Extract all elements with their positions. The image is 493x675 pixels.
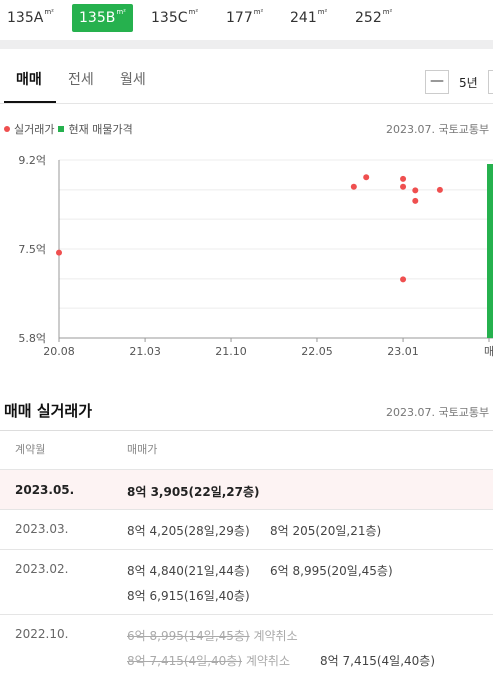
period-label: 5년 — [459, 76, 478, 90]
cancelled-price: 6억 8,995(14일,45층) — [127, 629, 250, 643]
table-row: 2023.03. 8억 4,205(28일,29층) 8억 205(20일,21… — [0, 509, 493, 549]
zoom-in-button[interactable] — [488, 70, 493, 94]
trade-point — [400, 276, 407, 283]
legend-listing-label: 현재 매물가격 — [68, 123, 133, 136]
list-divider — [0, 430, 493, 431]
row-date: 2023.03. — [15, 522, 69, 536]
y-tick-label: 9.2억 — [18, 154, 46, 167]
cancel-label: 계약취소 — [253, 629, 298, 643]
row-date: 2023.02. — [15, 562, 69, 576]
legend-actual-label: 실거래가 — [14, 123, 55, 136]
row-price: 8억 6,915(16일,40층) — [127, 589, 250, 603]
area-type-tabs: 135Am² 135Bm² 135Cm² 177m² 241m² 252m² — [0, 0, 493, 40]
trade-point — [400, 175, 407, 182]
row-price: 6억 8,995(20일,45층) — [270, 564, 393, 578]
section-divider — [0, 40, 493, 49]
cancel-label: 계약취소 — [245, 654, 291, 668]
area-tab-252[interactable]: 252m² — [355, 8, 393, 26]
header-contract-month: 계약월 — [15, 443, 46, 456]
cancelled-trade: 8억 7,415(4일,40층) 계약취소 — [127, 652, 290, 669]
y-tick-label: 7.5억 — [18, 243, 46, 256]
cancelled-trade: 6억 8,995(14일,45층) 계약취소 — [127, 627, 298, 644]
x-tick-label: 매 — [484, 345, 493, 358]
legend-listing-square — [58, 126, 65, 132]
area-tab-135a[interactable]: 135Am² — [7, 8, 54, 26]
area-tab-135c[interactable]: 135Cm² — [151, 8, 199, 26]
trade-point — [56, 249, 62, 256]
legend-actual-dot — [4, 126, 10, 132]
row-price: 8억 205(20일,21층) — [270, 524, 382, 538]
table-row: 2023.02. 8억 4,840(21일,44층) 6억 8,995(20일,… — [0, 549, 493, 614]
trade-point — [400, 183, 407, 190]
row-date: 2022.10. — [15, 627, 69, 641]
tab-jeonse[interactable]: 전세 — [68, 72, 94, 88]
x-tick-label: 23.01 — [387, 345, 419, 358]
row-price: 8억 7,415(4일,40층) — [320, 654, 436, 668]
row-price: 8억 3,905(22일,27층) — [127, 485, 260, 499]
cancelled-price: 8억 7,415(4일,40층) — [127, 654, 243, 668]
area-tab-241[interactable]: 241m² — [290, 8, 328, 26]
chart-legend: 실거래가 현재 매물가격 — [4, 121, 133, 137]
zoom-out-button[interactable]: — — [425, 70, 449, 94]
x-tick-label: 21.03 — [129, 345, 161, 358]
tab-monthly-rent[interactable]: 월세 — [120, 72, 146, 88]
y-tick-label: 5.8억 — [18, 332, 46, 345]
trade-type-tabs: 매매 전세 월세 — 5년 — [0, 49, 493, 104]
x-tick-label: 21.10 — [215, 345, 247, 358]
trade-point — [363, 174, 370, 181]
x-tick-label: 22.05 — [301, 345, 333, 358]
chart-source-note: 2023.07. 국토교통부 기준 — [386, 123, 493, 136]
header-price: 매매가 — [127, 443, 158, 456]
row-price: 8억 4,840(21일,44층) — [127, 564, 250, 578]
trade-point — [412, 187, 419, 194]
tab-sale[interactable]: 매매 — [16, 72, 42, 88]
row-date: 2023.05. — [15, 483, 75, 497]
area-tab-135b[interactable]: 135Bm² — [72, 4, 133, 32]
active-tab-indicator — [4, 101, 56, 103]
table-row: 2022.10. 6억 8,995(14일,45층) 계약취소 8억 7,415… — [0, 614, 493, 675]
trade-point — [350, 183, 357, 190]
trade-point — [412, 197, 419, 204]
area-tab-177[interactable]: 177m² — [226, 8, 264, 26]
listing-price-bar — [487, 164, 493, 338]
row-price: 8억 4,205(28일,29층) — [127, 524, 250, 538]
table-row: 2023.05. 8억 3,905(22일,27층) — [0, 469, 493, 509]
trade-point — [436, 186, 443, 193]
sales-source-note: 2023.07. 국토교통부 기준 — [386, 406, 493, 419]
x-tick-label: 20.08 — [43, 345, 75, 358]
sales-list-title: 매매 실거래가 — [4, 402, 93, 420]
